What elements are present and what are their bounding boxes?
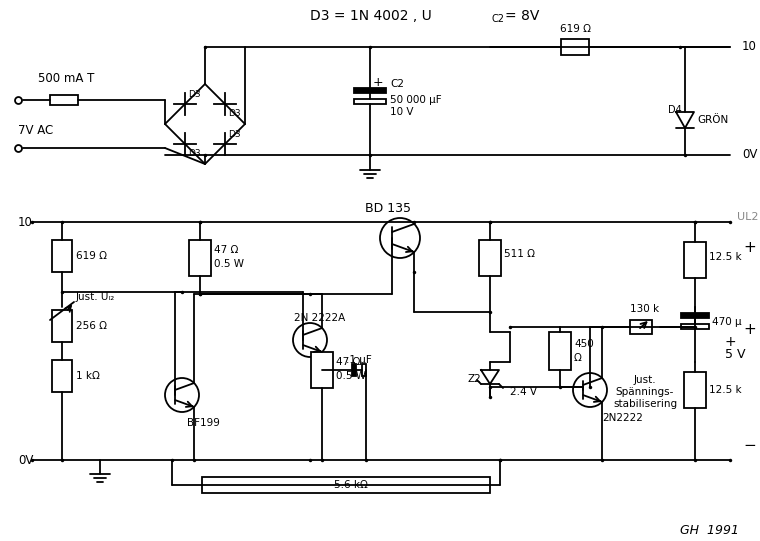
Bar <box>479 240 501 276</box>
Text: 7V AC: 7V AC <box>18 123 53 136</box>
Text: 500 mA T: 500 mA T <box>38 71 94 84</box>
Bar <box>311 352 333 388</box>
Text: +: + <box>725 335 736 349</box>
Bar <box>52 240 72 272</box>
Bar <box>352 364 356 376</box>
Bar <box>354 99 386 104</box>
Text: GRÖN: GRÖN <box>697 115 728 125</box>
Text: 5 V: 5 V <box>725 348 746 361</box>
Text: 450: 450 <box>574 339 594 349</box>
Text: +: + <box>373 76 384 89</box>
Text: 12.5 k: 12.5 k <box>709 385 742 395</box>
Bar <box>561 39 589 55</box>
Text: D3: D3 <box>188 149 201 159</box>
Text: +: + <box>743 240 755 254</box>
Text: 10: 10 <box>18 215 33 228</box>
Text: 47 Ω: 47 Ω <box>336 357 360 367</box>
Text: = 8V: = 8V <box>505 9 540 23</box>
Text: 1 kΩ: 1 kΩ <box>76 371 100 381</box>
Text: 47 Ω: 47 Ω <box>214 245 239 255</box>
Text: 511 Ω: 511 Ω <box>504 249 535 259</box>
Bar <box>52 310 72 342</box>
Text: 0V: 0V <box>18 453 33 466</box>
Text: 619 Ω: 619 Ω <box>559 24 591 34</box>
Text: 0.5 W: 0.5 W <box>214 259 244 269</box>
Text: .1 µF: .1 µF <box>346 355 372 365</box>
Text: 0V: 0V <box>742 148 758 162</box>
Bar <box>684 242 706 278</box>
Text: 130 k: 130 k <box>630 304 659 314</box>
Text: 2.4 V: 2.4 V <box>510 387 537 397</box>
Text: D3: D3 <box>229 130 241 138</box>
Text: Ω: Ω <box>574 353 582 363</box>
Text: stabilisering: stabilisering <box>613 399 677 409</box>
Text: Z2: Z2 <box>467 374 481 385</box>
Text: 12.5 k: 12.5 k <box>709 252 742 262</box>
Circle shape <box>165 378 199 412</box>
Bar <box>202 477 490 493</box>
Text: −: − <box>743 438 755 452</box>
Bar <box>549 332 571 370</box>
Bar <box>50 95 78 105</box>
Text: GH  1991: GH 1991 <box>680 524 739 537</box>
Text: 256 Ω: 256 Ω <box>76 321 107 331</box>
Text: D3 = 1N 4002 , U: D3 = 1N 4002 , U <box>310 9 432 23</box>
Text: C2: C2 <box>492 14 505 24</box>
Text: D3: D3 <box>188 90 201 98</box>
Text: Just. Uₗ₂: Just. Uₗ₂ <box>76 292 116 302</box>
Text: 470 µ: 470 µ <box>712 317 742 327</box>
Bar <box>684 372 706 408</box>
Text: UL2: UL2 <box>737 212 758 222</box>
Text: C2: C2 <box>390 79 404 89</box>
Text: 10: 10 <box>742 41 757 54</box>
Text: 619 Ω: 619 Ω <box>76 251 107 261</box>
Bar <box>681 313 709 318</box>
Text: 10 V: 10 V <box>390 107 413 117</box>
Text: BF199: BF199 <box>187 418 220 428</box>
Text: BD 135: BD 135 <box>365 201 411 214</box>
Text: 2N2222: 2N2222 <box>602 413 643 423</box>
Text: 2N 2222A: 2N 2222A <box>294 313 346 323</box>
Bar <box>362 364 366 376</box>
Circle shape <box>380 218 420 258</box>
Text: +: + <box>743 322 755 338</box>
Text: Just.: Just. <box>634 375 657 385</box>
Circle shape <box>293 323 327 357</box>
Bar <box>52 360 72 392</box>
Text: 50 000 µF: 50 000 µF <box>390 95 442 105</box>
Bar <box>189 240 211 276</box>
Bar <box>354 88 386 93</box>
Text: 5.6 kΩ: 5.6 kΩ <box>334 480 368 490</box>
Text: Spännings-: Spännings- <box>616 387 674 397</box>
Bar <box>630 320 652 334</box>
Circle shape <box>573 373 607 407</box>
Text: D3: D3 <box>229 109 241 118</box>
Text: D4: D4 <box>668 105 682 115</box>
Text: 0.5 W: 0.5 W <box>336 371 366 381</box>
Bar <box>681 324 709 329</box>
